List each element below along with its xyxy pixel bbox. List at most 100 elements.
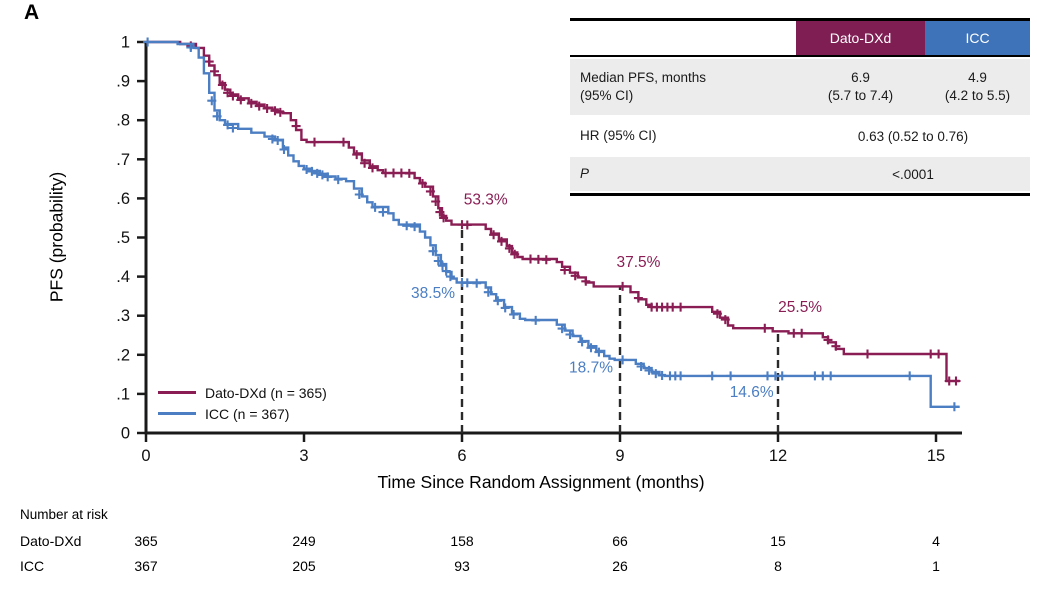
x-tick-label: 3 <box>299 447 308 465</box>
y-tick-label: .2 <box>116 346 130 364</box>
y-tick-label: .4 <box>116 268 130 286</box>
icc-censor-mark <box>905 371 915 381</box>
hr-value: 0.63 (0.52 to 0.76) <box>857 128 969 144</box>
y-tick-label: .8 <box>116 112 130 130</box>
dato-censor-mark <box>439 213 449 223</box>
dato-censor-mark <box>712 309 722 319</box>
icc-legend-label: ICC (n = 367) <box>205 405 290 422</box>
risk-count: 26 <box>612 558 628 574</box>
dato-censor-mark <box>489 230 499 240</box>
dato-censor-mark <box>526 254 535 264</box>
icc-censor-mark <box>273 136 283 145</box>
icc-censor-mark <box>279 145 289 154</box>
icc-censor-mark <box>949 402 959 412</box>
icc-censor-mark <box>312 168 322 178</box>
icc-censor-mark <box>707 371 717 381</box>
hr-label: HR (95% CI) <box>570 117 796 155</box>
icc-censor-mark <box>657 371 667 380</box>
dato-censor-mark <box>831 341 841 351</box>
dato-censor-mark <box>533 254 543 264</box>
y-axis-title: PFS (probability) <box>46 171 67 303</box>
icc-censor-mark <box>726 371 736 381</box>
icc-censor-mark <box>763 371 772 381</box>
risk-count: 8 <box>774 558 782 574</box>
icc-censor-mark <box>557 324 567 334</box>
median-pfs-icc-value: 4.9 (4.2 to 5.5) <box>925 59 1030 115</box>
p-label: P <box>570 157 796 191</box>
risk-count: 1 <box>932 558 940 574</box>
icc-censor-mark <box>777 371 787 381</box>
y-tick-label: 1 <box>121 34 130 52</box>
icc-censor-mark <box>462 278 472 288</box>
x-tick-label: 6 <box>457 447 466 465</box>
dato-censor-mark <box>291 121 301 131</box>
dato-censor-mark <box>262 104 272 113</box>
dato-landmark-annotation: 25.5% <box>778 299 822 316</box>
dato-censor-mark <box>618 281 628 291</box>
dato-censor-mark <box>951 376 961 386</box>
icc-censor-mark <box>500 303 510 313</box>
dato-legend-label: Dato-DXd (n = 365) <box>205 384 327 401</box>
icc-censor-mark <box>472 278 482 288</box>
dato-censor-mark <box>339 137 348 147</box>
median-pfs-icc-months: 4.9 <box>968 70 987 86</box>
icc-landmark-annotation: 18.7% <box>569 359 613 376</box>
icc-censor-mark <box>317 170 327 180</box>
icc-censor-mark <box>307 166 317 176</box>
panel-label: A <box>24 1 40 24</box>
icc-censor-mark <box>810 371 820 381</box>
risk-count: 15 <box>770 533 786 549</box>
icc-censor-mark <box>577 337 587 347</box>
icc-censor-mark <box>428 246 438 256</box>
dato-censor-mark <box>633 293 643 303</box>
p-value: <.0001 <box>892 166 934 182</box>
y-tick-label: .7 <box>116 151 130 169</box>
dato-censor-mark <box>246 98 256 108</box>
icc-landmark-annotation: 38.5% <box>411 285 455 302</box>
x-tick-label: 12 <box>769 447 787 465</box>
dato-censor-mark <box>541 255 551 265</box>
dato-censor-mark <box>570 271 580 281</box>
icc-censor-mark <box>143 37 153 47</box>
x-axis-title: Time Since Random Assignment (months) <box>377 472 705 492</box>
y-tick-label: .1 <box>116 385 130 403</box>
risk-count: 365 <box>134 533 158 549</box>
icc-censor-mark <box>186 43 196 52</box>
dato-censor-mark <box>823 335 833 345</box>
dato-censor-mark <box>360 158 370 168</box>
icc-censor-mark <box>433 256 443 266</box>
dato-censor-mark <box>934 349 944 359</box>
median-pfs-dato-ci: (5.7 to 7.4) <box>827 88 894 103</box>
p-value-row: P <.0001 <box>570 157 1030 191</box>
icc-censor-mark <box>402 221 412 231</box>
legend-item-dato: Dato-DXd (n = 365) <box>158 382 327 403</box>
dato-censor-mark <box>404 168 414 178</box>
risk-count: 93 <box>454 558 470 574</box>
icc-censor-mark <box>826 371 836 381</box>
icc-censor-mark <box>636 362 646 371</box>
icc-censor-mark <box>594 347 604 357</box>
dato-censor-mark <box>504 243 514 253</box>
dato-censor-mark <box>228 91 238 101</box>
icc-censor-mark <box>586 343 596 353</box>
dato-censor-mark <box>210 66 219 76</box>
dato-censor-mark <box>560 265 570 275</box>
dato-censor-mark <box>668 302 678 312</box>
icc-censor-mark <box>818 371 828 381</box>
dato-censor-mark <box>760 323 770 333</box>
icc-censor-mark <box>333 175 343 185</box>
dato-censor-mark <box>352 150 362 160</box>
median-pfs-dato-months: 6.9 <box>851 70 870 86</box>
icc-line-swatch <box>158 412 196 415</box>
icc-censor-mark <box>228 123 238 133</box>
dato-censor-mark <box>310 137 319 147</box>
icc-censor-mark <box>565 330 575 339</box>
icc-censor-mark <box>302 165 312 174</box>
icc-censor-mark <box>483 287 493 297</box>
legend: Dato-DXd (n = 365) ICC (n = 367) <box>158 382 327 424</box>
icc-censor-mark <box>493 296 503 306</box>
dato-censor-mark <box>418 179 427 188</box>
dato-censor-mark <box>223 88 233 98</box>
median-pfs-row: Median PFS, months (95% CI) 6.9 (5.7 to … <box>570 59 1030 115</box>
y-tick-label: .5 <box>116 229 130 247</box>
